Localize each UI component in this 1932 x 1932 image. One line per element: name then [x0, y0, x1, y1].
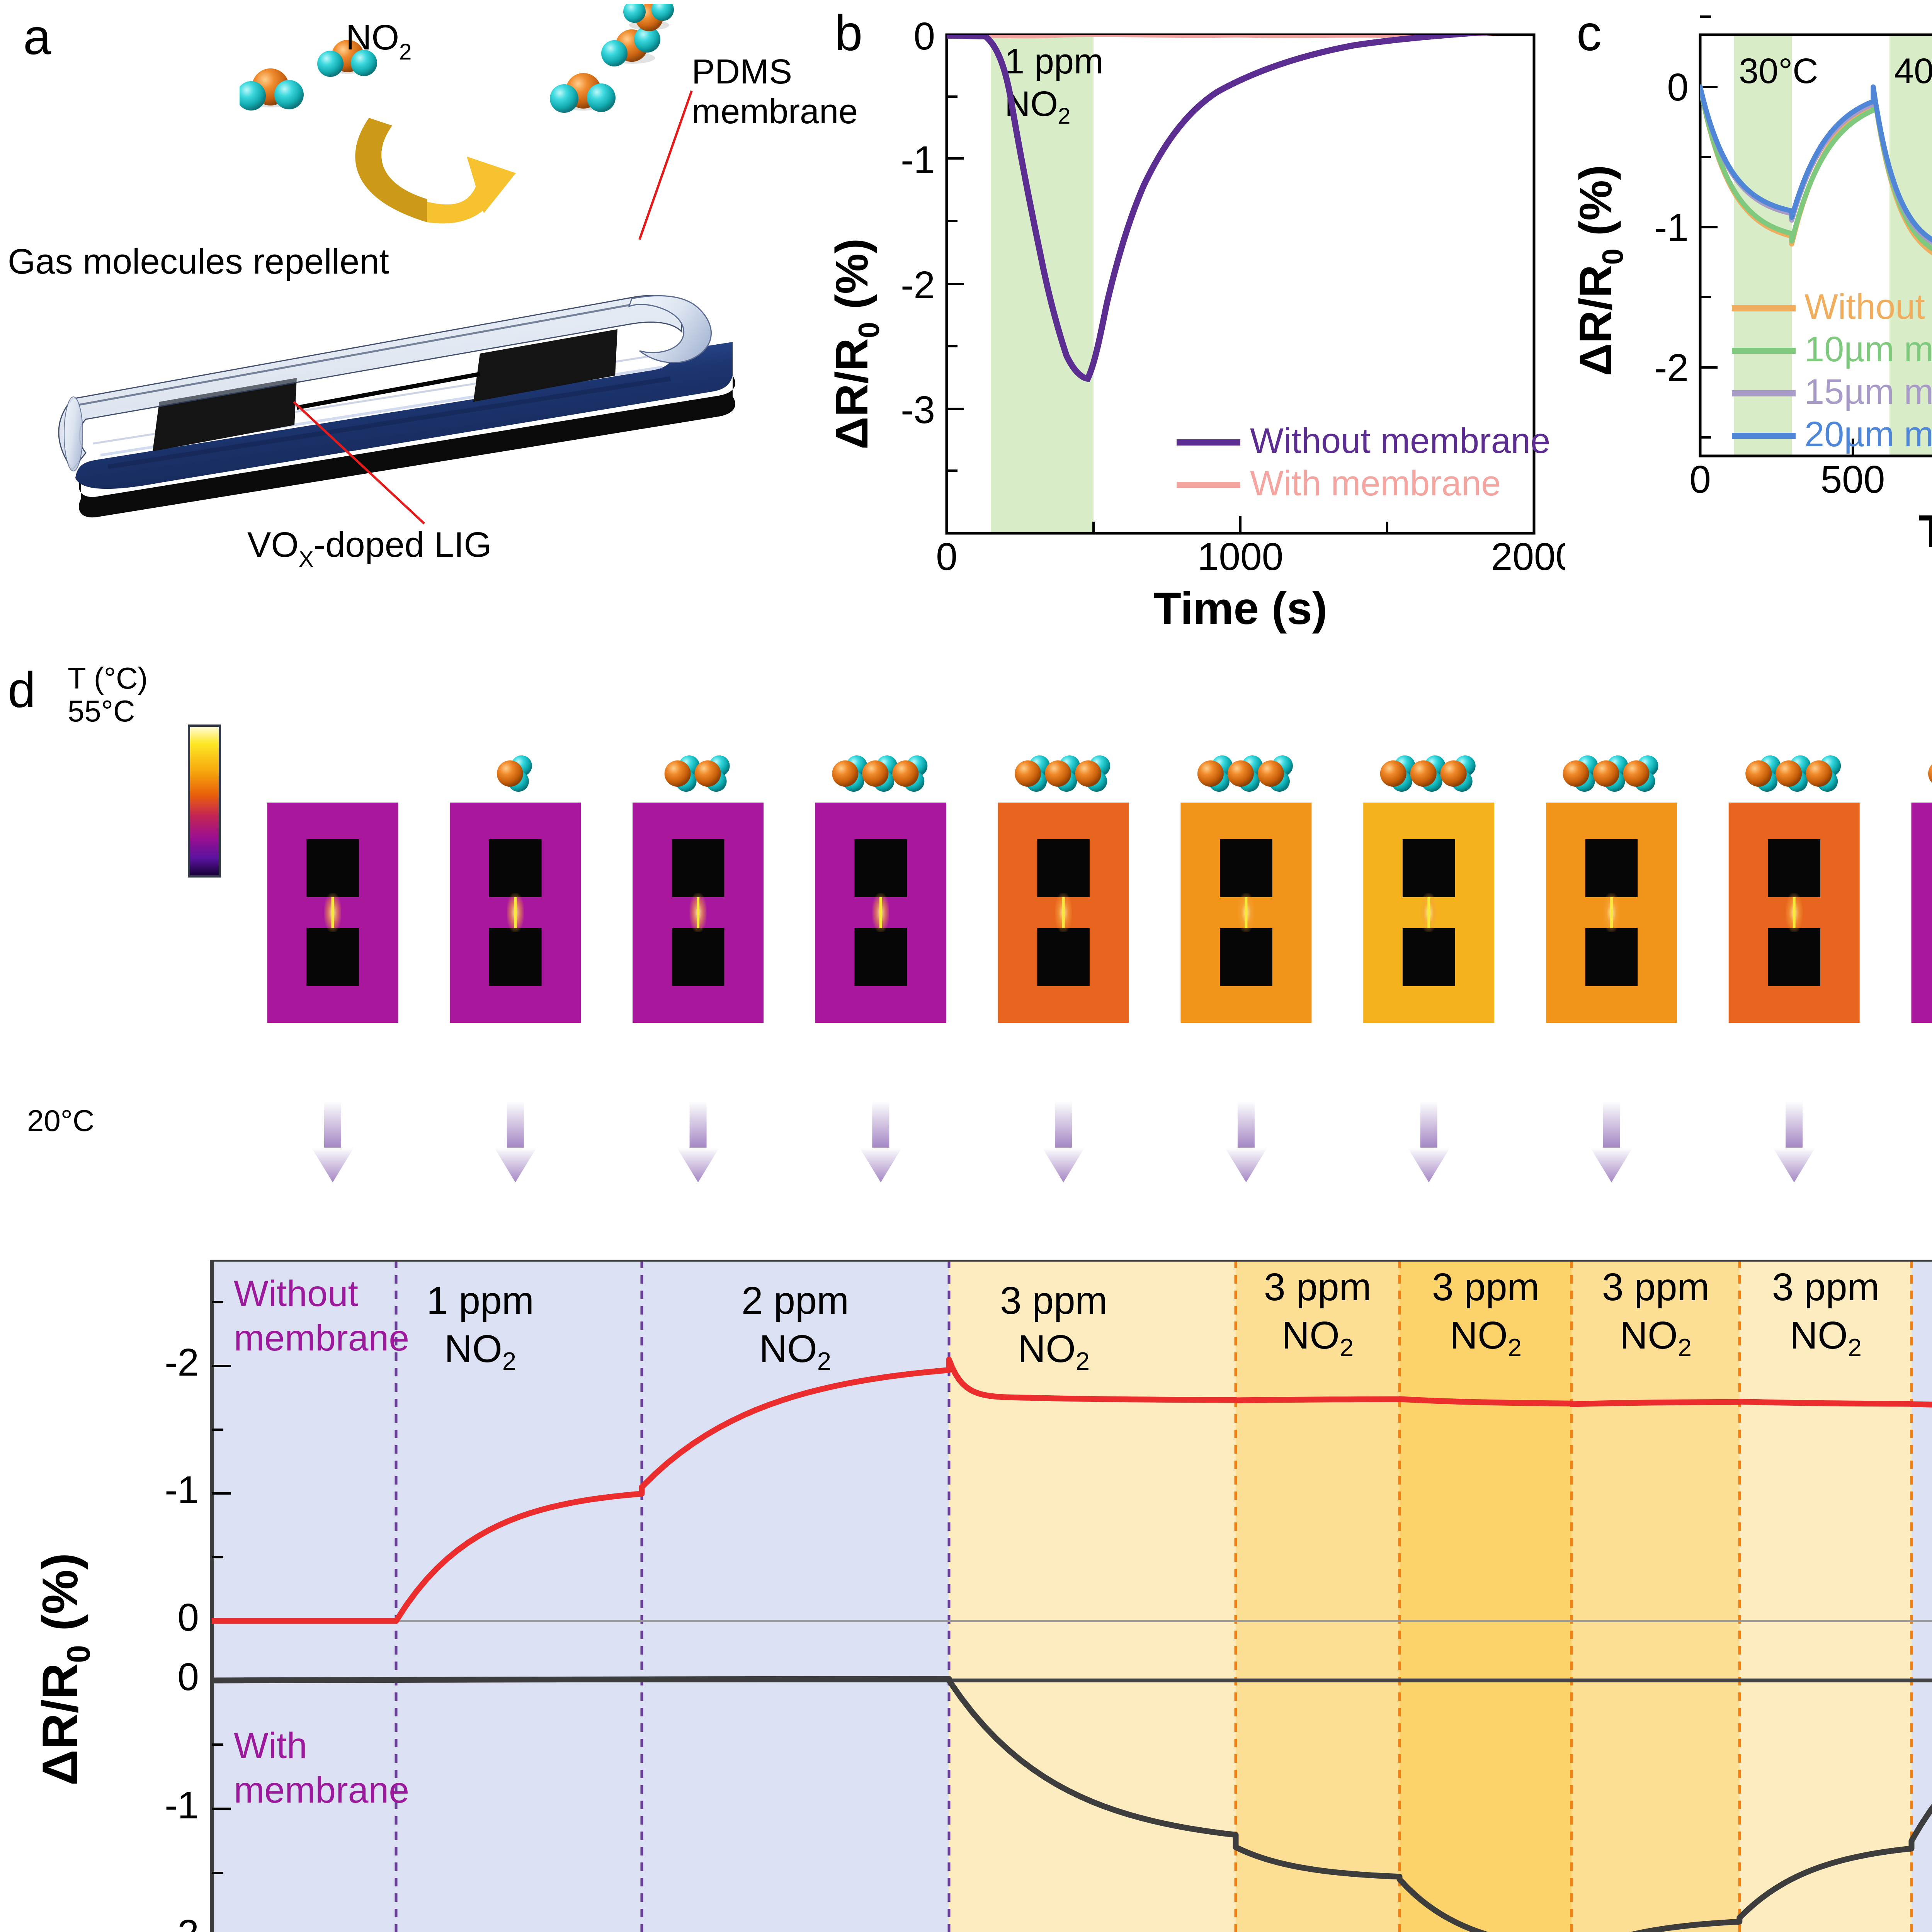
svg-text:20µm membrane: 20µm membrane [1804, 415, 1932, 454]
svg-text:2 ppm: 2 ppm [742, 1279, 849, 1322]
svg-text:0: 0 [936, 535, 957, 578]
svg-text:membrane: membrane [234, 1318, 409, 1359]
svg-text:-2: -2 [1654, 346, 1689, 389]
svg-text:15µm membrane: 15µm membrane [1804, 372, 1932, 412]
svg-text:40°C: 40°C [1894, 51, 1932, 91]
svg-text:Time (s): Time (s) [1153, 583, 1327, 634]
svg-text:3 ppm: 3 ppm [1264, 1265, 1371, 1309]
svg-text:1000: 1000 [1197, 535, 1283, 578]
svg-text:-3: -3 [901, 388, 935, 432]
svg-text:3 ppm: 3 ppm [1602, 1265, 1709, 1309]
svg-text:-1: -1 [1654, 206, 1689, 249]
svg-text:1 ppm: 1 ppm [427, 1279, 534, 1322]
svg-text:2000: 2000 [1491, 535, 1565, 578]
svg-text:Without membrane: Without membrane [1804, 287, 1932, 327]
svg-text:0: 0 [1667, 66, 1689, 109]
svg-text:3 ppm: 3 ppm [1432, 1265, 1539, 1309]
svg-text:10µm membrane: 10µm membrane [1804, 330, 1932, 369]
svg-text:3 ppm: 3 ppm [1000, 1279, 1107, 1322]
svg-text:0: 0 [177, 1596, 199, 1639]
svg-text:Without: Without [234, 1273, 358, 1314]
svg-text:With membrane: With membrane [1250, 464, 1501, 503]
svg-text:3 ppm: 3 ppm [1772, 1265, 1879, 1309]
svg-text:ΔR/R0 (%): ΔR/R0 (%) [1573, 165, 1629, 376]
svg-text:0: 0 [1689, 458, 1711, 501]
svg-text:-2: -2 [165, 1912, 199, 1932]
svg-text:-1: -1 [901, 138, 935, 182]
svg-text:With: With [234, 1725, 307, 1766]
svg-text:0: 0 [177, 1655, 199, 1699]
svg-text:0: 0 [913, 15, 935, 58]
svg-text:Time (s): Time (s) [1918, 506, 1932, 557]
svg-text:-1: -1 [165, 1784, 199, 1827]
svg-text:Without membrane: Without membrane [1250, 421, 1550, 461]
svg-text:500: 500 [1821, 458, 1885, 501]
svg-text:ΔR/R0 (%): ΔR/R0 (%) [831, 238, 886, 450]
svg-text:-2: -2 [165, 1341, 199, 1384]
svg-text:30°C: 30°C [1739, 51, 1818, 91]
svg-text:-1: -1 [165, 1468, 199, 1512]
svg-text:ΔR/R0 (%): ΔR/R0 (%) [32, 1553, 97, 1786]
svg-text:1 ppm: 1 ppm [1005, 42, 1104, 81]
svg-text:-2: -2 [901, 264, 935, 307]
svg-text:membrane: membrane [234, 1770, 409, 1811]
